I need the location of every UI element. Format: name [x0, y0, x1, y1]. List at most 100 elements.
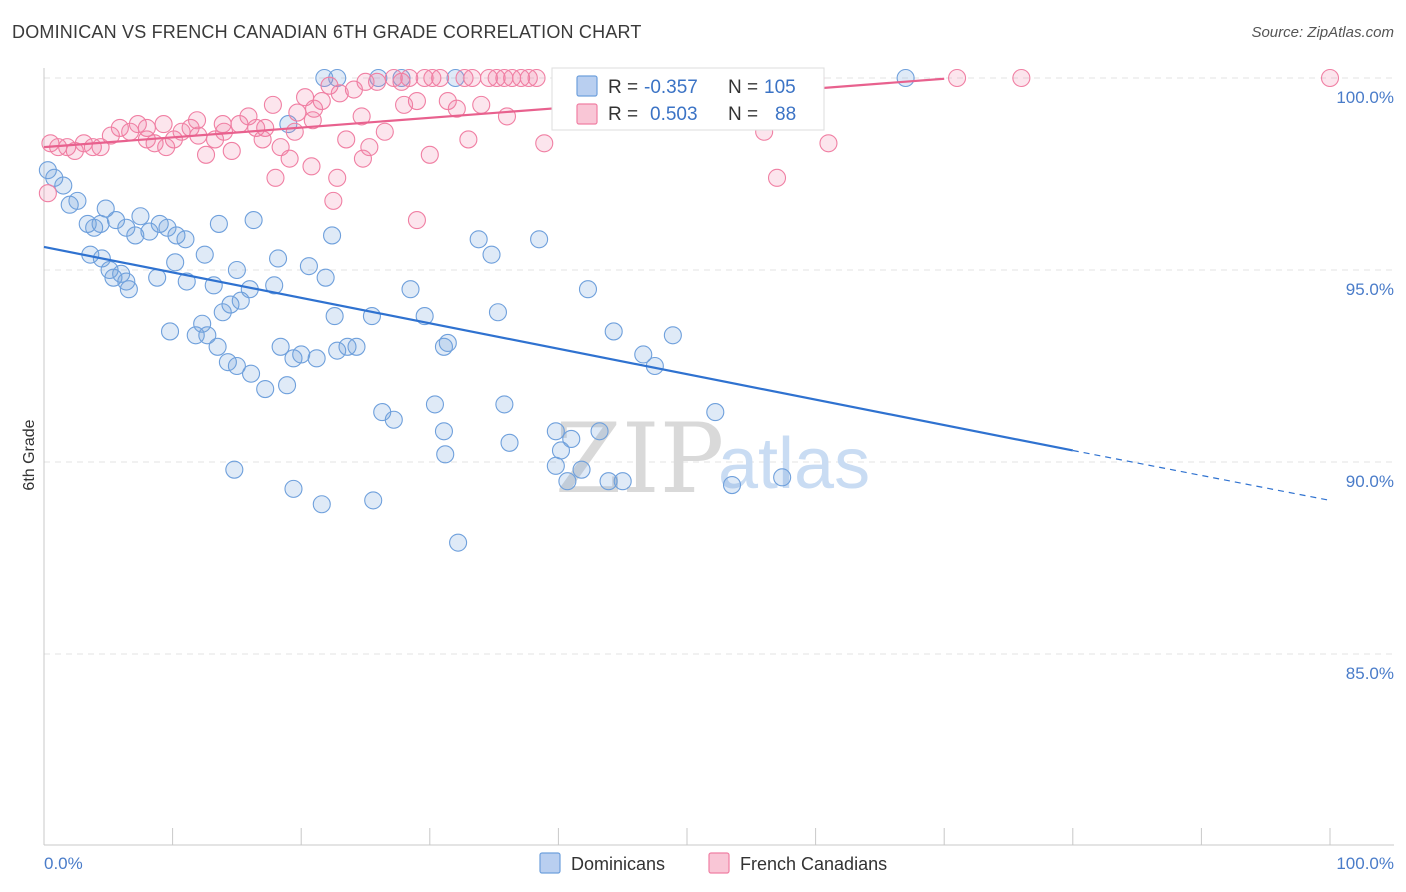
- french-canadians-point: [455, 68, 474, 88]
- dominicans-point: [347, 337, 366, 356]
- dominicans-point: [218, 353, 237, 372]
- y-tick-labels: 85.0% 90.0% 95.0% 100.0%: [1336, 88, 1394, 683]
- dominicans-point: [425, 395, 444, 414]
- dominicans-point: [227, 356, 246, 376]
- french-canadians-point: [330, 84, 349, 103]
- dominicans-swatch: [576, 75, 598, 97]
- dominicans-point: [208, 337, 227, 356]
- dominicans-point: [140, 222, 159, 241]
- dominicans-point: [148, 268, 167, 287]
- dominicans-point: [663, 326, 682, 345]
- dominicans-point: [177, 272, 196, 291]
- chart-title: DOMINICAN VS FRENCH CANADIAN 6TH GRADE C…: [12, 22, 642, 42]
- dominicans-point: [241, 364, 261, 383]
- french-canadians-point: [280, 149, 299, 168]
- french-canadians-point: [38, 184, 57, 203]
- legend-r-value-2: 0.503: [650, 104, 698, 125]
- french-canadians-point: [253, 130, 272, 149]
- dominicans-point: [562, 429, 581, 449]
- dominicans-point: [119, 280, 138, 299]
- dominicans-point: [193, 314, 212, 333]
- legend-r-label-2: R =: [608, 104, 638, 125]
- dominicans-point: [312, 495, 331, 514]
- dominicans-point: [449, 533, 468, 552]
- french-canadians-point: [423, 68, 442, 88]
- source-label: Source: ZipAtlas.com: [1251, 24, 1394, 41]
- dominicans-point: [773, 468, 792, 487]
- french-canadians-point: [463, 68, 482, 88]
- french-canadians-point: [767, 168, 787, 187]
- french-canadians-point: [303, 111, 322, 130]
- dominicans-point: [590, 422, 609, 441]
- french-canadians-point: [266, 168, 285, 187]
- bottom-legend-dominicans: Dominicans: [571, 854, 665, 874]
- french-canadians-point: [527, 68, 546, 88]
- y-tick-label: 90.0%: [1346, 472, 1394, 491]
- dominicans-point: [722, 475, 742, 495]
- dominicans-point: [38, 161, 57, 180]
- dominicans-point: [227, 260, 246, 280]
- dominicans-point: [126, 226, 145, 245]
- dominicans-point: [166, 253, 185, 272]
- y-axis-label: 6th Grade: [21, 419, 38, 490]
- dominicans-point: [91, 214, 110, 233]
- watermark-atlas: atlas: [718, 424, 870, 504]
- dominicans-point: [106, 211, 126, 230]
- french-canadians-point: [356, 72, 375, 91]
- french-canadians-point: [1012, 68, 1031, 88]
- dominicans-point: [364, 491, 383, 510]
- french-canadians-point: [459, 130, 478, 149]
- dominicans-point: [316, 268, 335, 287]
- dominicans-point: [434, 422, 453, 441]
- french-canadians-point: [328, 168, 347, 187]
- dominicans-point: [384, 410, 403, 429]
- french-canadians-point: [196, 145, 216, 164]
- dominicans-point: [500, 433, 519, 452]
- french-canadians-point: [479, 68, 499, 88]
- dominicans-point: [68, 191, 87, 210]
- dominicans-point: [167, 226, 186, 245]
- french-canadians-point: [263, 95, 282, 114]
- dominicans-trend-line: [43, 245, 1074, 452]
- french-canadians-point: [447, 99, 466, 118]
- dominicans-point: [323, 226, 342, 245]
- y-tick-label: 100.0%: [1336, 88, 1394, 107]
- legend-n-value-2: 88: [775, 104, 796, 125]
- french-canadians-point: [512, 68, 531, 88]
- watermark-zip: ZIP: [555, 403, 724, 515]
- dominicans-point: [392, 68, 411, 88]
- dominicans-point: [221, 295, 240, 314]
- french-canadians-point: [535, 134, 554, 153]
- french-canadians-point: [320, 76, 339, 95]
- french-canadians-point: [164, 130, 183, 149]
- dominicans-point: [436, 445, 455, 464]
- french-canadians-point: [337, 130, 356, 149]
- dominicans-point: [269, 249, 288, 268]
- dominicans-point: [195, 245, 214, 264]
- dominicans-point: [604, 322, 623, 341]
- french-canadians-point: [157, 138, 176, 157]
- french-canadians-swatch: [576, 103, 598, 125]
- bottom-legend-french-canadians: French Canadians: [740, 854, 887, 874]
- french-canadians-point: [948, 68, 967, 88]
- french-canadians-point: [400, 68, 419, 88]
- grid-lines: [44, 77, 1394, 655]
- french-canadians-point: [305, 99, 324, 118]
- dominicans-point: [284, 479, 303, 498]
- dominicans-point: [284, 349, 303, 368]
- french-canadians-point: [352, 107, 371, 126]
- bottom-legend-dominicans-swatch: [539, 852, 561, 874]
- dominicans-trend-extension: [1072, 449, 1331, 501]
- y-tick-label: 95.0%: [1346, 280, 1394, 299]
- x-tick-label-min: 0.0%: [44, 854, 83, 873]
- dominicans-point: [54, 176, 73, 195]
- french-canadians-point: [285, 122, 304, 141]
- french-canadians-point: [431, 68, 450, 88]
- dominicans-point: [578, 280, 598, 299]
- dominicans-point: [328, 341, 347, 360]
- dominicans-point: [488, 303, 508, 322]
- dominicans-point: [546, 422, 565, 441]
- watermark: ZIP atlas: [555, 403, 870, 515]
- french-canadians-point: [214, 122, 234, 141]
